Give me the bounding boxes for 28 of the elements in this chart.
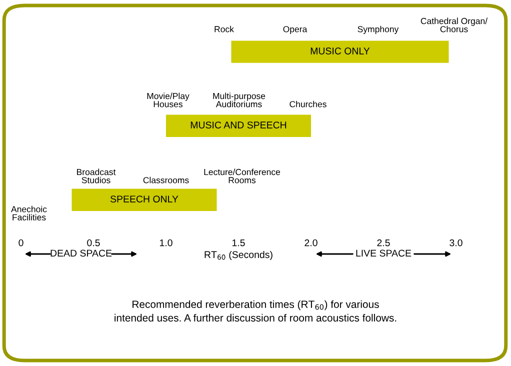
annotation: Classrooms <box>143 176 189 184</box>
y-tick-label: MUSIC AND SPEECH <box>190 122 286 128</box>
x-tick-label: 1.0 <box>160 239 172 246</box>
text: Recommended reverberation times (RT$_{60}$) for various intended uses. A further discussion of room acoustics follows. <box>114 300 396 322</box>
annotation: Anechoic Facilities <box>11 206 47 220</box>
annotation: Churches <box>290 100 326 108</box>
annotation: Lecture/Conference Rooms <box>204 168 280 184</box>
annotation: Opera <box>283 26 308 34</box>
x-tick-label: 1.5 <box>232 239 245 246</box>
text: DEAD SPACE <box>50 250 112 257</box>
x-tick-label: 0 <box>18 239 24 246</box>
bar <box>231 40 449 63</box>
text: LIVE SPACE <box>356 250 412 257</box>
y-tick-label: SPEECH ONLY <box>110 196 178 202</box>
bar <box>166 114 311 137</box>
x-tick-label: 3.0 <box>450 239 462 246</box>
bar <box>72 188 217 211</box>
x-tick-label: 2.5 <box>377 239 390 246</box>
y-tick-label: MUSIC ONLY <box>310 48 370 54</box>
annotation: Multi-purpose Auditoriums <box>213 92 266 108</box>
annotation: Movie/Play Houses <box>147 92 190 108</box>
x-tick-label: 0.5 <box>87 239 100 246</box>
annotation: Rock <box>214 26 234 32</box>
x-axis-title: RT$_{60}$ (Seconds) <box>204 250 272 260</box>
annotation: Cathedral Organ/ Chorus <box>420 18 488 32</box>
annotation: Symphony <box>358 26 399 34</box>
x-tick-label: 2.0 <box>304 239 318 246</box>
annotation: Broadcast Studios <box>77 168 116 184</box>
